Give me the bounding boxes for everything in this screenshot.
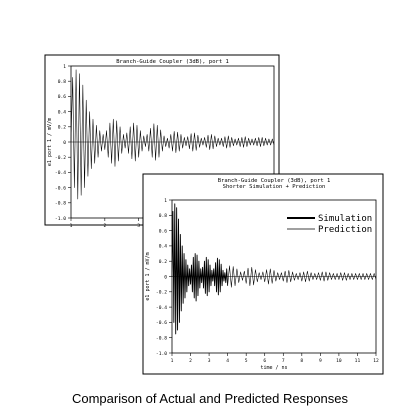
x-tick-label: 1 xyxy=(171,358,174,364)
y-tick-label: 0.8 xyxy=(58,79,67,85)
x-tick-label: 11 xyxy=(355,358,361,364)
y-tick-label: -0.6 xyxy=(156,320,167,326)
y-tick-label: 1 xyxy=(63,64,66,70)
chart-title: Branch-Guide Coupler (3dB), port 1 xyxy=(116,59,229,65)
y-tick-label: -1.0 xyxy=(156,351,167,357)
y-tick-label: -0.2 xyxy=(156,290,167,296)
y-tick-label: 0.6 xyxy=(58,94,67,100)
y-tick-label: 0.6 xyxy=(159,228,168,234)
x-axis-label: time / ns xyxy=(260,365,287,371)
chart-front: Branch-Guide Coupler (3dB), port 1Shorte… xyxy=(142,173,384,375)
x-tick-label: 10 xyxy=(336,358,342,364)
y-tick-label: 1 xyxy=(164,198,167,204)
chart-subtitle: Shorter Simulation + Prediction xyxy=(223,184,326,190)
x-tick-label: 8 xyxy=(300,358,303,364)
y-tick-label: -0.4 xyxy=(55,170,66,176)
legend-label: Simulation xyxy=(318,214,372,224)
y-tick-label: -0.8 xyxy=(156,336,167,342)
x-tick-label: 7 xyxy=(282,358,285,364)
y-tick-label: 0.2 xyxy=(58,125,67,131)
chart-title: Branch-Guide Coupler (3dB), port 1 xyxy=(218,178,331,184)
x-tick-label: 2 xyxy=(103,223,106,229)
y-axis-label: e1 port 1 / mV/m xyxy=(47,118,53,166)
y-tick-label: 0.4 xyxy=(58,109,67,115)
series-prediction xyxy=(227,265,377,288)
x-tick-label: 4 xyxy=(226,358,229,364)
x-tick-label: 3 xyxy=(208,358,211,364)
figure-caption: Comparison of Actual and Predicted Respo… xyxy=(71,391,349,406)
x-tick-label: 12 xyxy=(373,358,379,364)
y-tick-label: 0.8 xyxy=(159,213,168,219)
legend-label: Prediction xyxy=(318,225,372,235)
y-tick-label: 0 xyxy=(63,140,66,146)
y-tick-label: 0.2 xyxy=(159,259,168,265)
x-tick-label: 6 xyxy=(263,358,266,364)
y-tick-label: 0 xyxy=(164,274,167,280)
y-tick-label: -0.6 xyxy=(55,185,66,191)
y-tick-label: 0.4 xyxy=(159,244,168,250)
series-simulation xyxy=(171,203,229,335)
x-tick-label: 3 xyxy=(137,223,140,229)
x-tick-label: 9 xyxy=(319,358,322,364)
y-tick-label: -1.0 xyxy=(55,216,66,222)
y-tick-label: -0.4 xyxy=(156,305,167,311)
series-line xyxy=(70,69,275,200)
x-tick-label: 5 xyxy=(245,358,248,364)
y-axis-label: e1 port 1 / mV/m xyxy=(145,252,151,300)
y-tick-label: -0.2 xyxy=(55,155,66,161)
x-tick-label: 2 xyxy=(189,358,192,364)
x-tick-label: 1 xyxy=(70,223,73,229)
y-tick-label: -0.8 xyxy=(55,201,66,207)
